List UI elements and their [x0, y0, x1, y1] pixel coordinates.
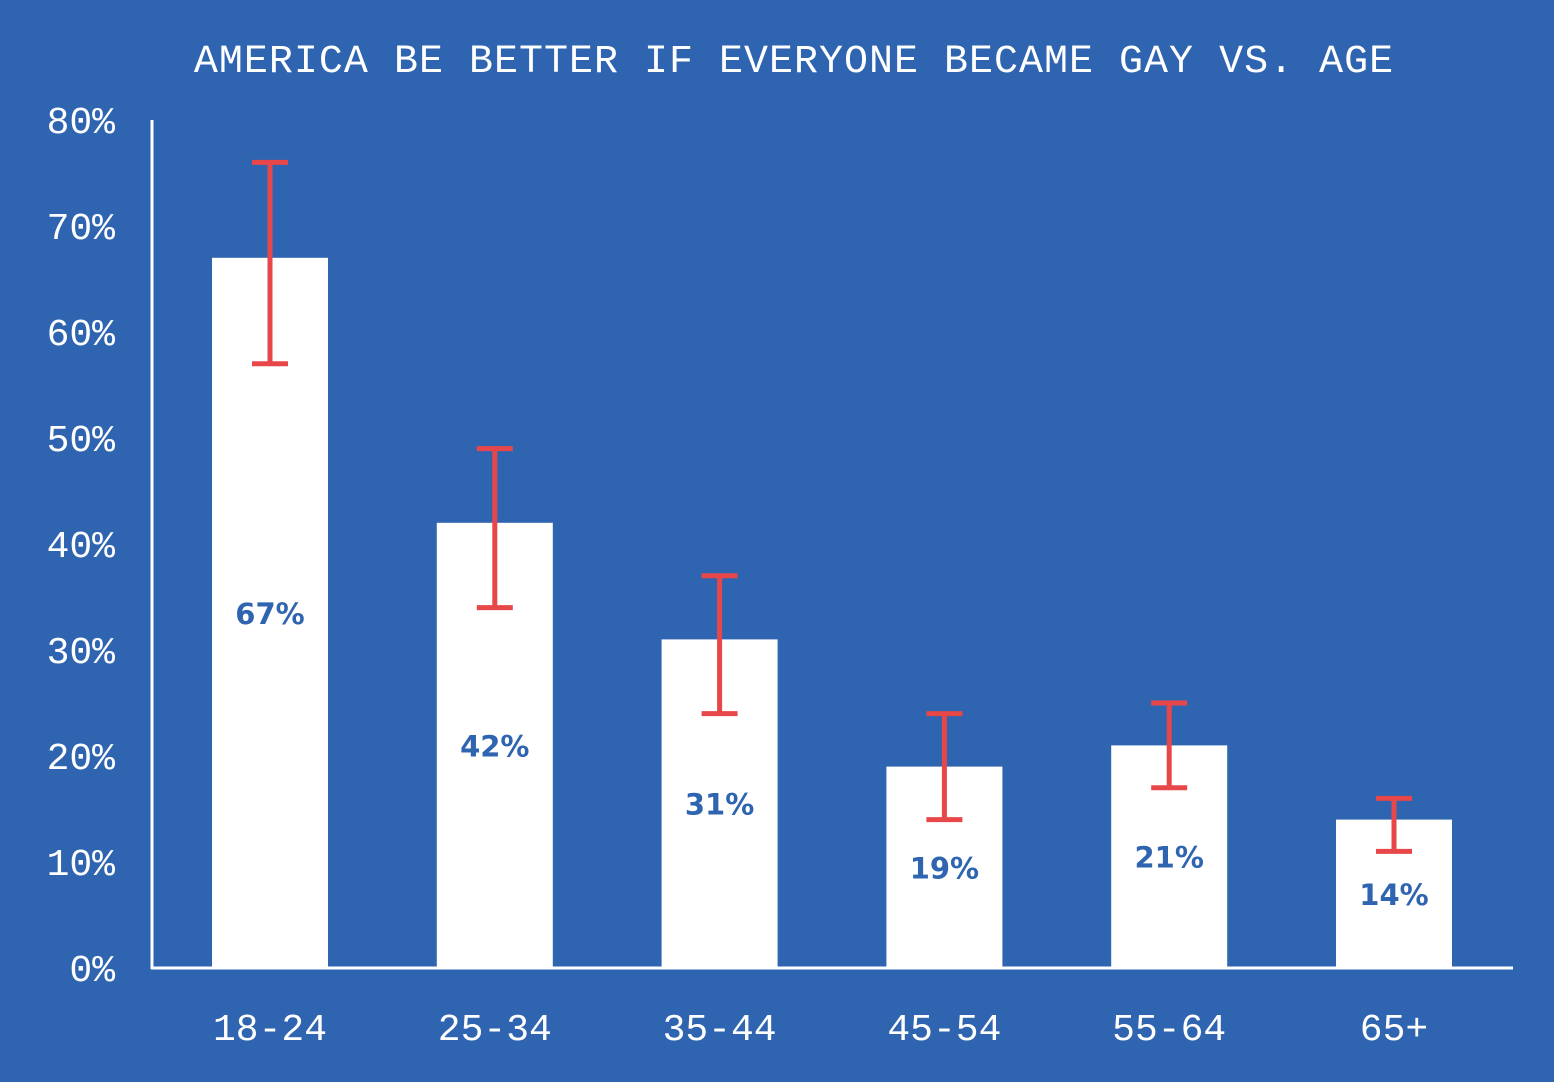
data-label: 67%	[235, 597, 304, 631]
y-tick-label: 80%	[47, 102, 116, 145]
x-tick-label: 35-44	[663, 1009, 777, 1052]
error-bar-18-24	[252, 159, 288, 367]
y-tick-label: 10%	[47, 844, 116, 887]
x-tick-label: 45-54	[887, 1009, 1001, 1052]
x-tick-label: 55-64	[1112, 1009, 1226, 1052]
x-tick-label: 25-34	[438, 1009, 552, 1052]
y-tick-label: 30%	[47, 632, 116, 675]
y-tick-label: 60%	[47, 314, 116, 357]
error-bar-65+	[1376, 795, 1412, 854]
data-label: 19%	[910, 851, 979, 885]
data-label: 42%	[460, 729, 529, 763]
error-bar-55-64	[1151, 700, 1188, 791]
y-tick-label: 50%	[47, 420, 116, 463]
error-bar-25-34	[476, 446, 513, 611]
error-bar-35-44	[701, 573, 738, 717]
bar-18-24	[212, 257, 328, 968]
chart-title: AMERICA BE BETTER IF EVERYONE BECAME GAY…	[194, 40, 1394, 85]
data-label: 14%	[1359, 878, 1428, 912]
y-tick-label: 20%	[47, 738, 116, 781]
data-label: 31%	[685, 788, 754, 822]
y-tick-label: 70%	[47, 208, 116, 251]
data-label: 21%	[1134, 841, 1203, 875]
y-tick-label: 0%	[69, 950, 115, 993]
x-tick-label: 18-24	[213, 1009, 327, 1052]
x-tick-label: 65+	[1360, 1009, 1428, 1052]
error-bar-45-54	[926, 711, 963, 823]
y-tick-label: 40%	[47, 526, 116, 569]
